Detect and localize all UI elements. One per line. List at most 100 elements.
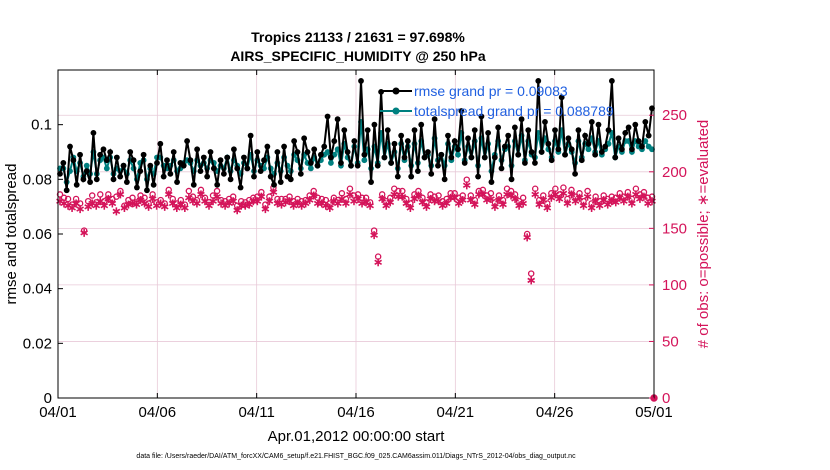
rmse-point [90, 129, 97, 136]
rmse-point [274, 149, 281, 155]
obs-evaluated-marker [579, 201, 588, 210]
rmse-point [455, 146, 461, 153]
rmse-point [478, 113, 485, 120]
rmse-point [257, 168, 264, 175]
rmse-point [364, 127, 371, 134]
rmse-point [608, 78, 615, 84]
obs-evaluated-marker-stroke [636, 196, 644, 202]
rmse-point [408, 173, 415, 180]
rmse-point [83, 168, 90, 175]
rmse-point [411, 127, 418, 134]
rmse-point [501, 143, 508, 150]
rmse-point [160, 173, 167, 180]
rmse-point [532, 160, 538, 166]
rmse-point [113, 154, 120, 161]
obs-evaluated-marker-stroke [92, 203, 101, 209]
obs-evaluated-marker-stroke [458, 197, 467, 203]
rmse-point [528, 149, 535, 155]
obs-evaluated-marker-stroke [180, 205, 189, 211]
rmse-point [481, 154, 488, 161]
obs-evaluated-marker-stroke [442, 200, 451, 207]
obs-evaluated-marker-stroke [462, 182, 471, 189]
x-tick-label: 04/01 [39, 404, 77, 421]
rmse-point [301, 135, 308, 142]
totalspread-point [361, 157, 368, 164]
rmse-point [491, 154, 498, 161]
obs-evaluated-marker [571, 197, 580, 206]
rmse-point [605, 127, 612, 134]
rmse-point [231, 146, 237, 153]
rmse-point [565, 135, 572, 142]
y-left-tick-label: 0 [44, 390, 52, 407]
rmse-point [588, 119, 595, 125]
rmse-point [384, 127, 391, 134]
rmse-point [438, 151, 445, 158]
obs-evaluated-marker [233, 206, 242, 215]
obs-evaluated-marker [116, 190, 125, 199]
rmse-point [328, 154, 334, 161]
rmse-point [67, 143, 73, 150]
obs-evaluated-marker-stroke [483, 197, 491, 203]
obs-evaluated-marker [265, 197, 274, 206]
rmse-point [555, 146, 562, 153]
obs-possible-marker [88, 192, 96, 199]
rmse-point [575, 127, 582, 134]
obs-evaluated-marker-stroke [241, 203, 250, 209]
rmse-point [227, 176, 234, 183]
rmse-point [200, 154, 207, 161]
rmse-point [448, 154, 455, 161]
obs-evaluated-marker-stroke [152, 203, 161, 209]
obs-evaluated-marker-stroke [221, 203, 229, 209]
rmse-point [498, 165, 505, 172]
rmse-point [204, 173, 211, 180]
rmse-point [261, 157, 267, 164]
obs-evaluated-marker-stroke [438, 203, 447, 209]
y-left-tick-label: 0.04 [23, 281, 52, 298]
rmse-point [187, 157, 194, 164]
y-left-tick-label: 0.02 [23, 335, 52, 352]
obs-evaluated-marker-stroke [120, 205, 129, 211]
obs-evaluated-marker-stroke [325, 205, 334, 211]
obs-evaluated-marker [80, 228, 89, 237]
rmse-point [87, 179, 93, 185]
rmse-point [224, 154, 231, 161]
rmse-point [190, 181, 197, 188]
obs-evaluated-marker-stroke [527, 277, 536, 284]
obs-evaluated-marker [378, 194, 387, 203]
rmse-point [97, 151, 104, 158]
obs-evaluated-marker-stroke [205, 203, 213, 209]
obs-evaluated-marker [567, 190, 576, 199]
obs-evaluated-marker [458, 196, 467, 205]
rmse-point [374, 162, 381, 169]
rmse-point [174, 179, 180, 185]
chart-title-line1: Tropics 21133 / 21631 = 97.698% [251, 29, 465, 45]
totalspread-point [307, 165, 314, 172]
y-left-axis-ticks: 0 0.02 0.04 0.06 0.08 0.1 [23, 117, 63, 407]
obs-evaluated-marker [414, 191, 423, 200]
rmse-point [612, 154, 619, 161]
rmse-point [458, 108, 465, 114]
obs-evaluated-marker [410, 194, 419, 203]
rmse-point [297, 170, 304, 177]
rmse-point [511, 124, 518, 131]
obs-evaluated-marker [342, 199, 350, 208]
rmse-point [545, 140, 552, 147]
rmse-point [80, 176, 87, 183]
obs-evaluated-marker [470, 200, 479, 209]
obs-evaluated-marker-stroke [124, 201, 133, 208]
rmse-point [344, 149, 351, 155]
rmse-point [180, 162, 187, 169]
rmse-point [404, 138, 411, 144]
obs-evaluated-marker-stroke [229, 198, 238, 204]
rmse-point [518, 116, 525, 123]
obs-evaluated-marker-stroke [289, 203, 298, 209]
obs-evaluated-marker [120, 203, 129, 212]
obs-evaluated-marker [587, 203, 596, 212]
obs-evaluated-marker [422, 202, 431, 211]
rmse-point [117, 173, 124, 180]
rmse-point [398, 132, 405, 139]
obs-evaluated-marker [257, 192, 266, 201]
rmse-point [358, 78, 364, 84]
rmse-point [485, 129, 492, 136]
obs-evaluated-marker [462, 181, 471, 190]
